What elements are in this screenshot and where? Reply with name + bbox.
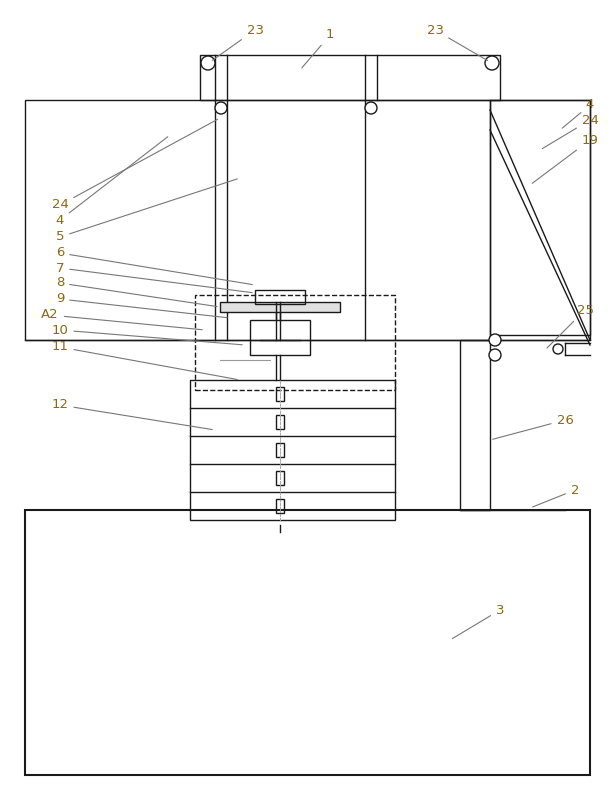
Bar [255, 290, 305, 304]
Bar [200, 55, 500, 100]
Circle shape [215, 102, 227, 114]
Text: 24: 24 [52, 120, 217, 211]
Text: 7: 7 [56, 261, 252, 293]
Text: 1: 1 [302, 29, 334, 68]
Text: 25: 25 [547, 303, 593, 348]
Bar [276, 471, 284, 485]
Bar [460, 340, 490, 510]
Circle shape [365, 102, 377, 114]
Bar [220, 302, 340, 312]
Text: 9: 9 [56, 292, 227, 318]
Circle shape [485, 56, 499, 70]
Text: 26: 26 [493, 413, 573, 440]
Circle shape [201, 56, 215, 70]
Text: 10: 10 [52, 323, 242, 345]
Bar [276, 387, 284, 401]
Bar [490, 100, 590, 335]
Text: 4: 4 [562, 98, 594, 128]
Bar [250, 320, 310, 355]
Bar [276, 415, 284, 429]
Circle shape [489, 349, 501, 361]
Text: 19: 19 [532, 134, 598, 183]
Text: 5: 5 [56, 179, 237, 243]
Bar [276, 443, 284, 457]
Bar [195, 295, 395, 390]
Text: 2: 2 [533, 483, 579, 507]
Text: 8: 8 [56, 276, 217, 307]
Text: 12: 12 [52, 398, 213, 429]
Circle shape [553, 344, 563, 354]
Text: 23: 23 [426, 24, 488, 61]
Text: 6: 6 [56, 246, 253, 284]
Circle shape [489, 334, 501, 346]
Bar [276, 499, 284, 513]
Bar [190, 380, 395, 520]
Text: 24: 24 [542, 113, 598, 149]
Text: A2: A2 [41, 309, 202, 329]
Bar [25, 100, 590, 340]
Text: 11: 11 [52, 341, 237, 379]
Text: 3: 3 [452, 604, 505, 638]
Bar [25, 510, 590, 775]
Text: 4: 4 [56, 137, 168, 227]
Text: 23: 23 [213, 24, 264, 60]
